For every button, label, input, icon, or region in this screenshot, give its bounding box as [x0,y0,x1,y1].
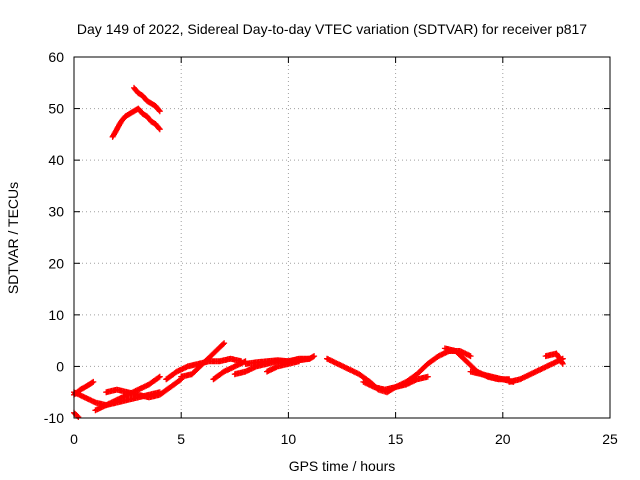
data-points [71,84,566,420]
data-point-markers [264,358,303,375]
data-point-markers [542,350,566,367]
series-track-5 [103,376,185,401]
x-axis-label: GPS time / hours [289,458,396,474]
x-tick-label: 10 [281,431,297,447]
series-track-13 [360,373,431,393]
data-point-markers [109,105,163,140]
x-tick-label: 25 [602,431,618,447]
x-tick-label: 15 [388,431,404,447]
series-track-11 [264,358,303,375]
series-track-7 [178,340,228,380]
data-point-markers [131,84,163,115]
x-tick-label: 0 [70,431,78,447]
plot-frame [73,56,611,419]
series-upper-arc-b [131,84,163,115]
chart-title: Day 149 of 2022, Sidereal Day-to-day VTE… [77,21,587,37]
y-tick-label: 40 [48,152,64,168]
data-point-markers [210,358,249,383]
axis-ticks: 0 5 10 15 20 25 -10 0 10 20 30 40 50 60 [44,49,618,447]
y-tick-label: -10 [44,410,64,426]
series-upper-arc-a [109,105,163,140]
series-track-16 [506,355,566,385]
y-tick-label: 50 [48,101,64,117]
y-tick-label: 10 [48,307,64,323]
y-tick-label: 0 [56,358,64,374]
y-axis-label: SDTVAR / TECUs [5,182,21,294]
data-point-markers [178,340,228,380]
y-tick-label: 60 [48,49,64,65]
series-track-17 [542,350,566,367]
y-tick-label: 20 [48,255,64,271]
data-point-markers [360,373,431,393]
x-tick-label: 20 [495,431,511,447]
data-point-markers [506,355,566,385]
series-track-8 [210,358,249,383]
data-point-markers [103,376,185,401]
y-tick-label: 30 [48,204,64,220]
x-tick-label: 5 [177,431,185,447]
